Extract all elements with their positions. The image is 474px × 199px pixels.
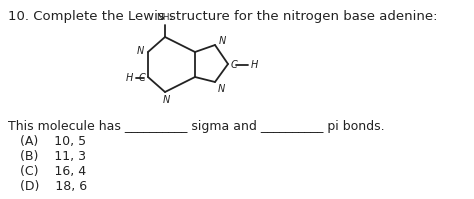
Text: H: H bbox=[250, 60, 258, 70]
Text: This molecule has __________ sigma and __________ pi bonds.: This molecule has __________ sigma and _… bbox=[8, 120, 384, 133]
Text: C: C bbox=[231, 60, 237, 70]
Text: N: N bbox=[163, 95, 170, 105]
Text: C: C bbox=[138, 73, 146, 83]
Text: (D)    18, 6: (D) 18, 6 bbox=[20, 180, 87, 193]
Text: NH₂: NH₂ bbox=[156, 14, 173, 22]
Text: (B)    11, 3: (B) 11, 3 bbox=[20, 150, 86, 163]
Text: N: N bbox=[218, 84, 225, 94]
Text: (A)    10, 5: (A) 10, 5 bbox=[20, 135, 86, 148]
Text: N: N bbox=[219, 36, 226, 46]
Text: H: H bbox=[125, 73, 133, 83]
Text: 10. Complete the Lewis structure for the nitrogen base adenine:: 10. Complete the Lewis structure for the… bbox=[8, 10, 438, 23]
Text: N: N bbox=[137, 46, 144, 56]
Text: (C)    16, 4: (C) 16, 4 bbox=[20, 165, 86, 178]
